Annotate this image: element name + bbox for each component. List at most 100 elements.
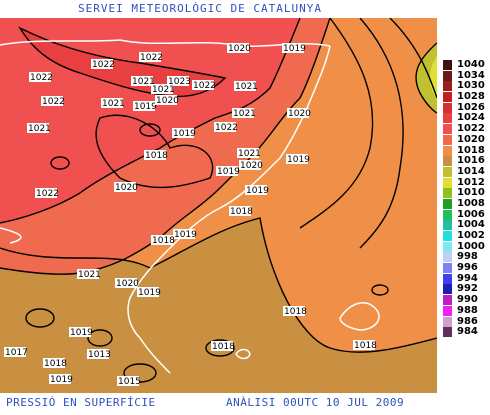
isobar-label-box: [229, 206, 251, 216]
isobar-label: 1020: [228, 44, 251, 54]
legend-swatch: [443, 92, 452, 103]
legend-label: 1004: [457, 219, 485, 231]
pressure-field-1012: [429, 56, 437, 100]
isobar-label-box: [287, 108, 309, 118]
legend-label: 986: [457, 315, 478, 327]
legend-label: 1010: [457, 187, 485, 199]
isobar-label-box: [353, 340, 375, 350]
legend-swatch: [443, 60, 452, 70]
isobar-label-box: [69, 327, 91, 337]
isobar-label-box: [214, 122, 236, 132]
isobar-label: 1019: [50, 375, 73, 385]
isobar-label-box: [167, 76, 189, 86]
isobar-label: 1018: [44, 359, 67, 369]
legend-label: 994: [457, 272, 478, 284]
legend-label: 992: [457, 283, 478, 295]
legend-row: 1002: [443, 230, 490, 242]
isobar-label: 1020: [156, 96, 179, 106]
legend-row: 1028: [443, 91, 490, 103]
legend-swatch: [443, 241, 452, 252]
legend-row: 1014: [443, 166, 490, 178]
legend-swatch: [443, 156, 452, 167]
legend-row: 1022: [443, 123, 490, 135]
isobar-label: 1015: [118, 377, 141, 387]
legend-swatch: [443, 327, 452, 338]
legend-row: 986: [443, 315, 490, 328]
isobar-label: 1021: [78, 270, 101, 280]
isobar-label-box: [101, 98, 123, 108]
map-field-label: PRESSIÓ EN SUPERFÍCIE: [6, 396, 156, 409]
legend-row: 1020: [443, 133, 490, 146]
legend-row: 1030: [443, 80, 490, 92]
legend-swatch: [443, 231, 452, 241]
legend-swatch: [443, 145, 452, 156]
isobar-label: 1021: [28, 124, 51, 134]
legend-label: 1022: [457, 123, 485, 135]
isobar-label-box: [283, 306, 305, 316]
isobar-label: 1021: [235, 82, 258, 92]
legend-label: 1000: [457, 240, 485, 252]
isobar-label-box: [234, 81, 256, 91]
isobar-label-box: [282, 43, 304, 53]
isobar-label-box: [144, 150, 166, 160]
isobar-label: 1022: [42, 97, 65, 107]
isobar-label-box: [232, 108, 254, 118]
isobar-label: 1018: [284, 307, 307, 317]
isobar-label: 1019: [246, 186, 269, 196]
legend-label: 1018: [457, 144, 485, 156]
isobar-label-box: [27, 123, 49, 133]
isobar-label: 1019: [138, 288, 161, 298]
isobar-label: 1018: [230, 207, 253, 217]
isobar-label: 1019: [217, 167, 240, 177]
map-title: SERVEI METEOROLÒGIC DE CATALUNYA: [78, 2, 322, 15]
isobar-label-box: [139, 52, 161, 62]
legend-label: 1028: [457, 91, 485, 103]
isobar-label: 1019: [287, 155, 310, 165]
isobar-label-box: [114, 182, 136, 192]
isobar-label-box: [216, 166, 238, 176]
isobar-label-box: [35, 188, 57, 198]
legend-swatch: [443, 102, 452, 113]
legend-swatch: [443, 124, 452, 135]
isobar-label-box: [49, 374, 71, 384]
isobar-label: 1017: [5, 348, 28, 358]
isobar-label: 1019: [70, 328, 93, 338]
legend-label: 1034: [457, 69, 485, 81]
isobar-label: 1021: [233, 109, 256, 119]
legend-row: 1006: [443, 208, 490, 221]
legend-row: 992: [443, 283, 490, 295]
legend-label: 998: [457, 251, 478, 263]
legend-row: 998: [443, 251, 490, 263]
isobar-label: 1019: [134, 102, 157, 112]
isobar-label: 1023: [168, 77, 191, 87]
isobar-label-box: [133, 101, 155, 111]
legend-label: 1026: [457, 101, 485, 113]
isobar-label: 1022: [140, 53, 163, 63]
isobar-label: 1020: [288, 109, 311, 119]
legend-label: 1006: [457, 208, 485, 220]
legend-label: 1024: [457, 112, 485, 124]
legend-swatch: [443, 305, 452, 316]
legend-row: 1012: [443, 177, 490, 189]
isobar-label: 1013: [88, 350, 111, 360]
isobar-label: 1018: [212, 342, 235, 352]
isobar-label: 1022: [36, 189, 59, 199]
legend-swatch: [443, 134, 452, 145]
isobar-label-box: [286, 154, 308, 164]
legend-label: 1020: [457, 133, 485, 145]
isobar-label-box: [151, 84, 173, 94]
legend-swatch: [443, 70, 452, 81]
legend-swatch: [443, 284, 452, 295]
legend-label: 990: [457, 294, 478, 306]
legend-label: 1040: [457, 59, 485, 70]
legend-label: 1030: [457, 80, 485, 92]
isobar-label: 1019: [173, 129, 196, 139]
isobar-label: 1021: [132, 77, 155, 87]
isobar-label-box: [91, 59, 113, 69]
isobar-label: 1019: [174, 230, 197, 240]
isobar-label-box: [211, 341, 233, 351]
isobar-label: 1018: [354, 341, 377, 351]
legend-swatch: [443, 198, 452, 209]
isobar-label: 1020: [115, 183, 138, 193]
